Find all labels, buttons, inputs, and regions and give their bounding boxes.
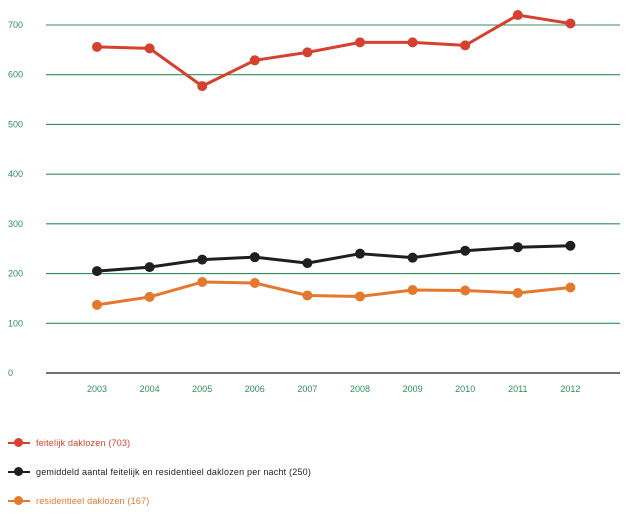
y-tick-label-600: 600 [8,70,23,80]
series-layer [92,10,576,310]
y-tick-label-200: 200 [8,269,23,279]
data-point-1-2003 [92,266,102,277]
legend-item-0: feitelijk daklozen (703) [8,436,311,450]
data-point-1-2007 [302,258,313,269]
legend-item-1: gemiddeld aantal feitelijk en residentie… [8,465,311,479]
data-point-1-2008 [355,248,365,259]
legend-dot-2 [14,496,23,505]
series-1 [92,240,576,277]
x-tick-label-2006: 2006 [245,384,265,394]
legend: feitelijk daklozen (703) gemiddeld aanta… [8,436,311,523]
data-point-0-2010 [460,40,471,51]
x-tick-label-2007: 2007 [297,384,317,394]
series-0 [92,10,576,92]
x-tick-label-2008: 2008 [350,384,370,394]
data-point-2-2004 [144,291,155,302]
y-tick-label-0: 0 [8,368,13,378]
x-tick-label-2011: 2011 [508,384,527,394]
legend-label-0: feitelijk daklozen (703) [36,438,131,448]
data-point-1-2011 [512,242,523,253]
legend-dot-0 [14,438,23,447]
data-point-1-2009 [407,252,418,263]
y-tick-label-700: 700 [8,20,23,30]
data-point-0-2007 [302,47,313,58]
data-point-2-2007 [302,290,313,301]
legend-marker-2 [8,496,30,506]
data-point-0-2011 [512,10,523,21]
y-tick-label-400: 400 [8,169,23,179]
x-axis-tick-labels: 2003 2004 2005 2006 2007 2008 2009 2010 2011 2012 [87,384,580,394]
data-point-0-2009 [407,37,418,48]
data-point-1-2012 [565,240,576,251]
data-point-2-2011 [512,287,523,298]
legend-dot-1 [14,467,23,476]
data-point-2-2012 [565,282,576,293]
data-point-0-2006 [249,55,260,66]
x-tick-label-2009: 2009 [403,384,423,394]
data-point-2-2009 [407,284,418,295]
data-point-0-2012 [565,18,576,29]
data-point-0-2005 [197,81,208,92]
series-line-0 [95,13,572,88]
x-tick-label-2005: 2005 [192,384,212,394]
data-point-2-2003 [92,299,102,310]
x-tick-label-2010: 2010 [455,384,475,394]
data-point-0-2008 [355,37,365,48]
series-line-2 [95,280,572,307]
gridlines [46,24,620,374]
data-point-0-2003 [92,41,102,52]
series-2 [92,277,576,310]
y-axis-tick-labels: 0 100 200 300 400 500 600 700 [8,20,23,378]
series-line-1 [95,244,572,273]
data-point-2-2008 [355,291,365,302]
legend-label-2: residentieel daklozen (167) [36,496,150,506]
y-tick-label-300: 300 [8,219,23,229]
x-tick-label-2003: 2003 [87,384,107,394]
data-point-2-2006 [249,278,260,289]
y-tick-label-500: 500 [8,119,23,129]
data-point-1-2005 [197,254,208,265]
data-point-1-2004 [144,262,155,273]
y-tick-label-100: 100 [8,318,23,328]
data-point-0-2004 [144,43,155,54]
legend-marker-1 [8,467,30,477]
legend-label-1: gemiddeld aantal feitelijk en residentie… [36,467,312,477]
data-point-2-2010 [460,285,471,296]
data-point-2-2005 [197,277,208,288]
chart-root: 0 100 200 300 400 500 600 700 2003 2004 2005 2006 2… [8,10,620,506]
legend-item-2: residentieel daklozen (167) [8,494,311,508]
data-point-1-2006 [249,252,260,263]
legend-marker-0 [8,438,30,448]
x-tick-label-2012: 2012 [560,384,580,394]
x-tick-label-2004: 2004 [140,384,160,394]
data-point-1-2010 [460,245,471,256]
